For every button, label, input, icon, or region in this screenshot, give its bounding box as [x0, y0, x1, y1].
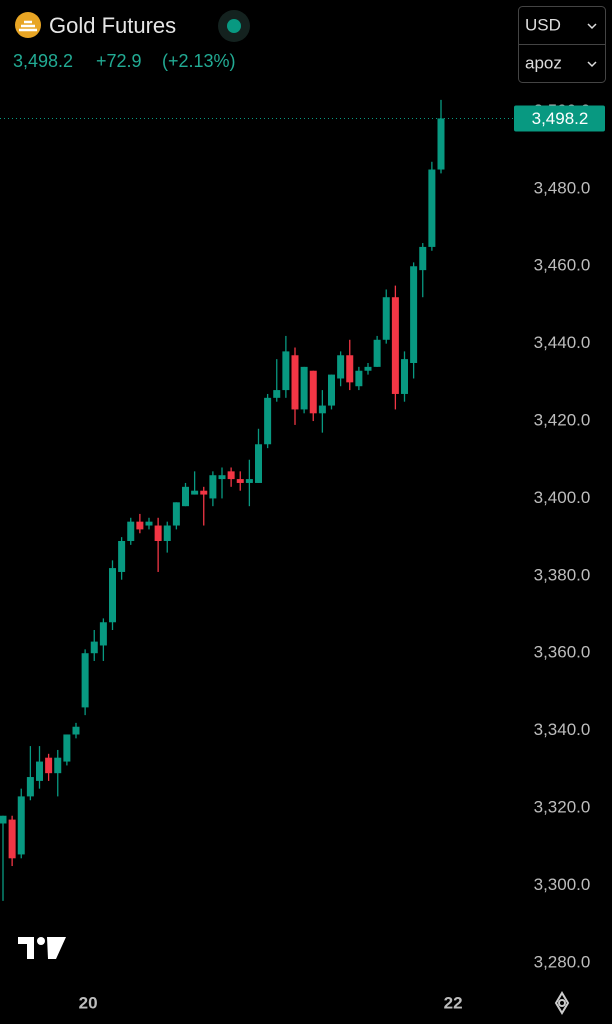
candle-body: [26, 777, 34, 797]
x-tick-label: 22: [444, 993, 463, 1012]
candle-body: [255, 444, 262, 483]
currency-selector[interactable]: USD: [525, 15, 561, 34]
y-tick-label: 3,380.0: [534, 565, 591, 584]
candle-body: [410, 266, 418, 363]
change: +72.9: [96, 51, 142, 71]
y-tick-label: 3,320.0: [534, 797, 591, 816]
candle-body: [136, 521, 144, 530]
chevrons: [587, 23, 597, 68]
candle-body: [401, 359, 408, 394]
candle-body: [163, 525, 171, 541]
candle-body: [36, 761, 43, 781]
candle-body: [373, 339, 381, 367]
status-dot: [227, 19, 241, 33]
price: 3,498.2: [13, 51, 73, 71]
candle-body: [145, 521, 153, 526]
candle-body: [99, 622, 107, 646]
candle-body: [291, 355, 299, 410]
candle-body: [264, 397, 272, 445]
candle-body: [419, 246, 427, 271]
candle-body: [364, 366, 372, 371]
x-tick-label: 20: [79, 993, 98, 1012]
candle-body: [118, 541, 126, 572]
unit-selector[interactable]: apoz: [525, 53, 562, 72]
candle-body: [209, 475, 217, 499]
y-tick-label: 3,440.0: [534, 333, 591, 352]
candle-body: [45, 757, 53, 774]
candle-body: [437, 118, 445, 170]
tv-logo: [18, 937, 66, 959]
candle-body: [391, 297, 399, 394]
gold-icon-bars: [19, 20, 37, 32]
candle-body: [227, 471, 235, 480]
candle-body: [172, 502, 180, 526]
candle-body: [200, 490, 208, 495]
y-tick-label: 3,420.0: [534, 411, 591, 430]
price-tag-label: 3,498.2: [532, 109, 589, 128]
candle-body: [63, 734, 71, 762]
candle-body: [218, 475, 226, 480]
candle-body: [328, 374, 335, 406]
candle-body: [346, 355, 354, 383]
settings-icon[interactable]: [554, 991, 570, 1015]
candle-body: [337, 355, 345, 379]
y-tick-label: 3,360.0: [534, 643, 591, 662]
candle-body: [355, 370, 363, 387]
y-tick-label: 3,340.0: [534, 720, 591, 739]
candle-body: [273, 390, 281, 398]
y-tick-label: 3,480.0: [534, 178, 591, 197]
y-tick-label: 3,300.0: [534, 875, 591, 894]
candle-body: [236, 479, 244, 483]
candle-body: [282, 351, 290, 391]
candle-body: [72, 726, 80, 735]
y-tick-label: 3,400.0: [534, 488, 591, 507]
symbol-title: Gold Futures: [49, 13, 176, 38]
candle-body: [309, 370, 317, 414]
selector-box: [518, 6, 606, 83]
price-tag: [514, 105, 605, 132]
candle-body: [245, 479, 253, 483]
candle-body: [54, 757, 62, 774]
candle-body: [109, 568, 116, 623]
candle-body: [382, 297, 390, 340]
y-tick-label: 3,280.0: [534, 952, 591, 971]
candle-body: [300, 366, 308, 410]
candle-body: [81, 653, 89, 708]
candle-body: [318, 405, 326, 414]
candle-body: [8, 819, 16, 859]
candle-body: [17, 796, 25, 855]
y-tick-label: 3,460.0: [534, 256, 591, 275]
candle-body: [191, 490, 199, 495]
candle-body: [182, 486, 189, 507]
candle-body: [154, 525, 162, 541]
candle-body: [0, 815, 7, 824]
change-pct: (+2.13%): [162, 51, 236, 71]
candle-body: [90, 641, 98, 654]
candle-body: [127, 521, 135, 541]
candle-body: [428, 169, 436, 247]
